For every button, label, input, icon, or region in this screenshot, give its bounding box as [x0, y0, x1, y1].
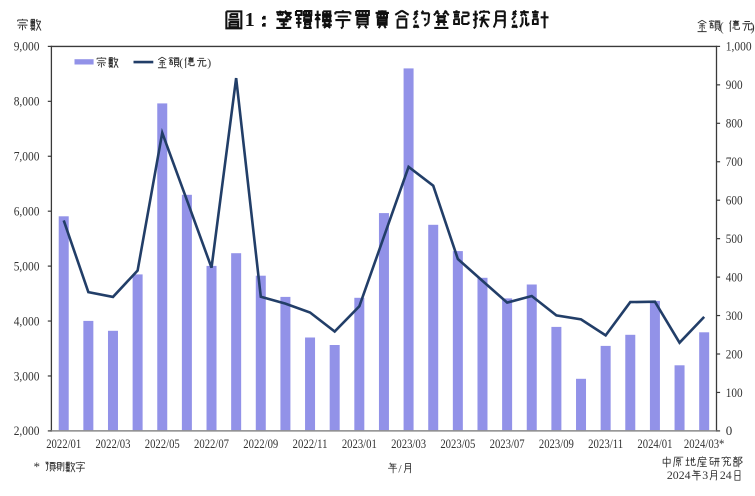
- svg-text:200: 200: [726, 346, 743, 361]
- svg-text:900: 900: [726, 77, 743, 92]
- svg-text:1: 1: [245, 9, 255, 31]
- svg-text:2023/03: 2023/03: [391, 437, 426, 451]
- svg-text:2022/11: 2022/11: [293, 437, 328, 451]
- svg-text:3,000: 3,000: [14, 368, 40, 383]
- svg-text:800: 800: [726, 116, 743, 131]
- svg-text:*: *: [34, 459, 41, 474]
- svg-text:2023/09: 2023/09: [539, 437, 574, 451]
- svg-text:2,000: 2,000: [14, 423, 40, 438]
- svg-text:2022/01: 2022/01: [46, 437, 81, 451]
- svg-text:4,000: 4,000: [14, 313, 40, 328]
- svg-text:2023/11: 2023/11: [588, 437, 623, 451]
- svg-text:2022/03: 2022/03: [95, 437, 130, 451]
- svg-text:): ): [207, 55, 211, 69]
- svg-text:5,000: 5,000: [14, 258, 40, 273]
- svg-text:2022/09: 2022/09: [243, 437, 278, 451]
- svg-text:6,000: 6,000: [14, 203, 40, 218]
- svg-text:8,000: 8,000: [14, 94, 40, 109]
- svg-text:1,000: 1,000: [726, 39, 752, 54]
- svg-text:2024: 2024: [667, 468, 691, 482]
- svg-text:700: 700: [726, 154, 743, 169]
- svg-text:): ): [751, 20, 755, 34]
- svg-text:2022/07: 2022/07: [194, 437, 229, 451]
- svg-text:100: 100: [726, 385, 743, 400]
- svg-text:9,000: 9,000: [14, 39, 40, 54]
- svg-text:0: 0: [726, 423, 733, 438]
- svg-text:7,000: 7,000: [14, 149, 40, 164]
- svg-text:/: /: [398, 463, 402, 475]
- svg-text:500: 500: [726, 231, 743, 246]
- svg-text:2022/05: 2022/05: [145, 437, 180, 451]
- svg-text:600: 600: [726, 193, 743, 208]
- svg-text:2024/01: 2024/01: [637, 437, 672, 451]
- svg-text:300: 300: [726, 308, 743, 323]
- svg-text:(: (: [720, 20, 724, 34]
- svg-text:24: 24: [720, 468, 732, 482]
- svg-text:2024/03*: 2024/03*: [684, 437, 725, 451]
- svg-text:(: (: [179, 55, 183, 69]
- svg-text:3: 3: [702, 468, 708, 482]
- svg-text:400: 400: [726, 269, 743, 284]
- svg-text:2023/07: 2023/07: [490, 437, 525, 451]
- svg-text:2023/05: 2023/05: [440, 437, 475, 451]
- svg-text:2023/01: 2023/01: [342, 437, 377, 451]
